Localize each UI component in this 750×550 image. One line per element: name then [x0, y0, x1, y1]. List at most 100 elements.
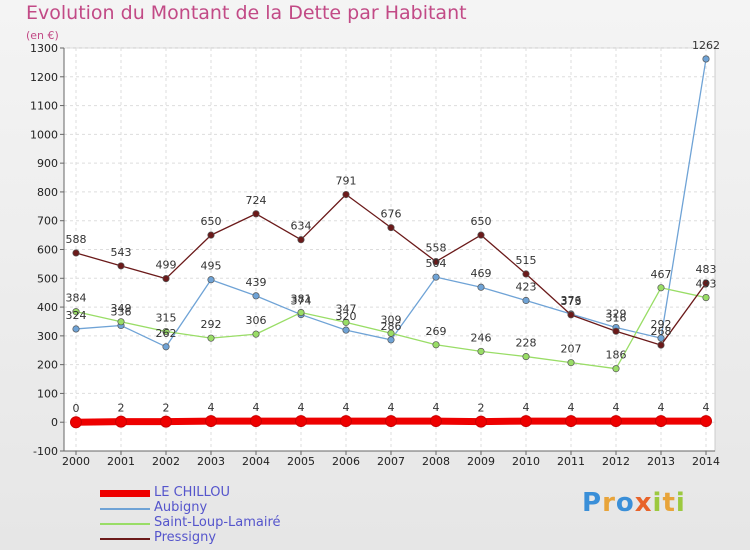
- data-label: 1262: [692, 39, 720, 52]
- data-label: 347: [336, 302, 357, 315]
- legend-label: Aubigny: [154, 500, 208, 515]
- data-label: 423: [516, 280, 537, 293]
- data-label: 588: [66, 233, 87, 246]
- data-label: 315: [156, 312, 177, 325]
- logo-letter: i: [652, 488, 663, 518]
- data-label: 2: [478, 402, 485, 415]
- data-point: [657, 334, 665, 342]
- data-point: [432, 341, 440, 349]
- data-label: 4: [388, 401, 395, 414]
- x-tick-label: 2012: [602, 455, 630, 468]
- data-label: 292: [201, 318, 222, 331]
- data-point: [700, 415, 712, 428]
- data-label: 292: [651, 318, 672, 331]
- legend-swatch: [100, 523, 150, 525]
- legend-label: Saint-Loup-Lamairé: [154, 515, 281, 530]
- data-point: [297, 308, 305, 317]
- proxiti-logo: Proxiti: [582, 488, 686, 518]
- data-point: [655, 415, 667, 428]
- data-point: [117, 318, 125, 326]
- data-point: [297, 236, 305, 244]
- data-label: 650: [471, 215, 492, 228]
- data-label: 373: [561, 295, 582, 308]
- x-tick-label: 2001: [107, 455, 135, 468]
- data-label: 4: [523, 401, 530, 414]
- x-tick-label: 2009: [467, 455, 495, 468]
- data-point: [295, 415, 307, 428]
- data-label: 2: [118, 402, 125, 415]
- data-label: 4: [613, 401, 620, 414]
- data-point: [385, 415, 397, 428]
- data-label: 384: [66, 292, 87, 305]
- data-point: [205, 415, 217, 428]
- y-tick-label: 1000: [30, 128, 58, 141]
- x-tick-label: 2013: [647, 455, 675, 468]
- data-point: [477, 283, 485, 291]
- data-point: [387, 224, 395, 232]
- data-label: 4: [703, 401, 710, 414]
- x-tick-label: 2011: [557, 455, 585, 468]
- x-tick-label: 2008: [422, 455, 450, 468]
- data-point: [522, 296, 530, 305]
- data-point: [342, 326, 350, 334]
- data-label: 246: [471, 331, 492, 344]
- data-label: 376: [561, 294, 582, 307]
- data-label: 4: [343, 401, 350, 414]
- chart-title: Evolution du Montant de la Dette par Hab…: [26, 2, 467, 24]
- data-point: [252, 210, 260, 218]
- data-label: 634: [291, 220, 312, 233]
- data-label: 309: [381, 313, 402, 326]
- logo-letter: t: [662, 488, 676, 518]
- data-label: 269: [426, 325, 447, 338]
- logo-letter: r: [602, 488, 616, 518]
- data-label: 2: [163, 402, 170, 415]
- data-label: 4: [298, 401, 305, 414]
- data-point: [342, 318, 350, 326]
- data-point: [115, 415, 127, 428]
- data-point: [565, 415, 577, 428]
- data-label: 4: [658, 401, 665, 414]
- data-point: [702, 294, 710, 302]
- x-tick-label: 2005: [287, 455, 315, 468]
- y-tick-label: 900: [37, 157, 58, 170]
- data-label: 469: [471, 267, 492, 280]
- data-label: 650: [201, 215, 222, 228]
- data-point: [340, 415, 352, 428]
- x-tick-label: 2002: [152, 455, 180, 468]
- data-point: [477, 231, 485, 239]
- logo-letter: x: [634, 488, 653, 518]
- data-point: [252, 330, 260, 338]
- data-label: 349: [111, 302, 132, 315]
- data-point: [610, 415, 622, 428]
- data-point: [387, 336, 395, 344]
- data-point: [567, 311, 575, 319]
- data-label: 676: [381, 208, 402, 221]
- data-label: 324: [66, 309, 87, 322]
- data-point: [207, 231, 215, 239]
- x-tick-label: 2006: [332, 455, 360, 468]
- data-label: 515: [516, 254, 537, 267]
- data-label: 483: [696, 263, 717, 276]
- data-label: 0: [73, 402, 80, 415]
- data-point: [522, 353, 530, 361]
- data-point: [252, 292, 260, 300]
- data-point: [72, 308, 80, 316]
- data-point: [477, 347, 485, 355]
- data-point: [702, 55, 710, 63]
- logo-letter: o: [615, 488, 635, 518]
- data-point: [207, 276, 215, 284]
- data-point: [162, 327, 170, 336]
- data-label: 268: [651, 325, 672, 338]
- data-point: [567, 359, 575, 367]
- data-point: [520, 415, 532, 428]
- data-point: [475, 415, 487, 428]
- data-point: [160, 415, 172, 428]
- data-point: [342, 190, 350, 199]
- data-label: 467: [651, 268, 672, 281]
- y-tick-label: 400: [37, 301, 58, 314]
- data-label: 433: [696, 278, 717, 291]
- data-point: [522, 270, 530, 278]
- y-tick-label: 700: [37, 215, 58, 228]
